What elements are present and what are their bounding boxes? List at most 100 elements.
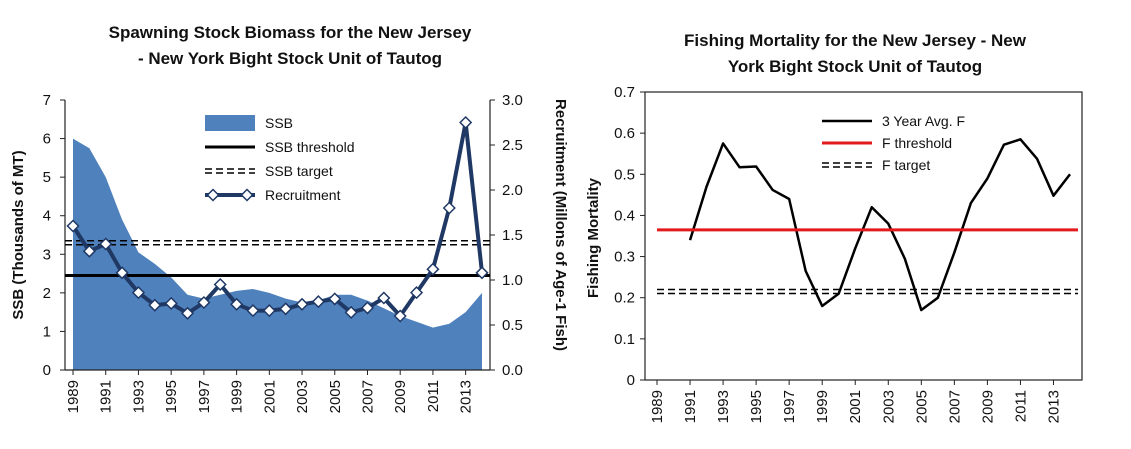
recruitment-point [197,295,211,310]
chart2-xtick-label: 1999 [814,390,831,423]
recruitment-point [360,301,375,315]
chart2-ytick-label: 0.1 [614,331,635,348]
chart2-xtick-label: 1989 [649,390,666,423]
chart2-xtick-label: 2001 [847,390,864,423]
chart1-xtick-label: 1997 [196,380,213,413]
chart1-xtick-label: 2013 [458,380,475,413]
chart2-legend: 3 Year Avg. F F threshold F target [822,113,965,173]
chart1-ytick-label: 2 [43,285,51,302]
legend-marker-recruitment [240,188,254,202]
chart1-xtick-label: 2007 [359,380,376,413]
recruitment-point [459,115,473,130]
recruitment-point [82,244,96,258]
chart2-xtick-label: 1991 [682,390,699,423]
chart2-xtick-label: 1997 [781,390,798,423]
chart1-ytick-label: 0 [43,362,51,379]
chart1-ytick-label: 3 [43,246,51,263]
chart2-ytick-label: 0.7 [614,84,635,101]
chart1-ytick-label: 1 [43,323,51,340]
chart2-ytick-label: 0.3 [614,249,635,266]
recruitment-point [442,201,456,215]
recruitment-point [344,305,358,319]
recruitment-point [475,266,489,280]
legend-label: SSB [265,115,293,131]
chart2-ytick-label: 0.2 [614,290,635,307]
chart1-y2tick-label: 1.0 [502,272,523,289]
chart2-ytick-label: 0.5 [614,166,635,183]
chart1-ytick-label: 4 [43,208,51,225]
recruitment-point [393,309,407,323]
chart2-xtick-label: 2009 [979,390,996,423]
recruitment-point [377,291,391,305]
chart1-ytick-label: 5 [43,169,51,186]
ssb-chart: Spawning Stock Biomass for the New Jerse… [10,23,569,413]
chart1-ylabel: SSB (Thousands of MT) [10,150,27,319]
legend-swatch-ssb [205,115,255,131]
chart1-plot-area: 0 1 2 3 4 5 6 7 0.0 0.5 1.0 1.5 2.0 2.5 3.0 1989 1991 199… [43,92,523,413]
chart1-y2tick-label: 0.5 [502,317,523,334]
legend-label: Recruitment [265,187,341,203]
chart2-ytick-label: 0.4 [614,207,635,224]
chart1-y2label: Recruitment (Millons of Age-1 Fish) [552,99,569,351]
chart1-xtick-label: 1993 [130,380,147,413]
chart1-xtick-label: 2011 [425,380,442,412]
legend-marker-recruitment [206,188,220,202]
recruitment-point [213,277,227,292]
legend-label: 3 Year Avg. F [882,113,965,129]
chart2-xtick-label: 2005 [913,390,930,423]
recruitment-point [246,304,260,318]
chart2-xtick-label: 2013 [1045,390,1062,423]
recruitment-point [180,306,195,320]
chart1-ytick-label: 7 [43,92,51,109]
chart1-ytick-label: 6 [43,131,51,148]
chart1-y2tick-label: 2.5 [502,137,523,154]
recruitment-point [426,262,440,276]
fishing-mortality-chart: Fishing Mortality for the New Jersey - N… [585,31,1083,423]
chart2-ytick-label: 0.6 [614,125,635,142]
recruitment-point [262,304,276,318]
chart2-ytick-label: 0 [627,372,635,389]
chart2-plot-area: 0 0.1 0.2 0.3 0.4 0.5 0.6 0.7 1989 1991 1993 1995 19… [614,84,1083,423]
recruitment-point [148,298,162,312]
recruitment-point [311,295,325,309]
chart1-xtick-label: 2003 [294,380,311,413]
recruitment-point [279,302,293,316]
chart1-y2tick-label: 2.0 [502,182,523,199]
chart1-y2tick-label: 0.0 [502,362,523,379]
chart2-plot-frame [644,91,1083,381]
chart2-xtick-label: 1995 [748,390,765,423]
legend-label: F threshold [882,135,952,151]
recruitment-point [409,286,424,300]
chart1-title-line2: - New York Bight Stock Unit of Tautog [138,49,442,68]
recruitment-point [328,292,342,306]
chart1-xtick-label: 1989 [65,380,82,413]
chart1-xtick-label: 2005 [327,380,344,413]
f-3yr-avg-line [688,138,1071,312]
chart2-title-line1: Fishing Mortality for the New Jersey - N… [684,31,1027,50]
chart1-y2tick-label: 1.5 [502,227,523,244]
recruitment-point [66,219,80,233]
chart1-xtick-label: 1995 [163,380,180,413]
recruitment-point [115,266,129,280]
recruitment-point [164,296,178,310]
ssb-area [73,138,482,370]
chart2-xtick-label: 2011 [1012,390,1029,422]
legend-label: SSB target [265,163,333,179]
recruitment-point [131,286,146,300]
recruitment-point [295,297,309,311]
chart1-title-line1: Spawning Stock Biomass for the New Jerse… [109,23,472,42]
legend-label: F target [882,157,930,173]
chart1-xtick-label: 2009 [392,380,409,413]
chart2-title-line2: York Bight Stock Unit of Tautog [728,57,982,76]
recruitment-point [99,237,113,251]
recruitment-point [230,297,244,311]
chart2-xtick-label: 2007 [946,390,963,423]
chart1-xtick-label: 2001 [261,380,278,413]
chart1-xtick-label: 1999 [229,380,246,413]
chart1-legend: SSB SSB threshold SSB target Recruitment [205,115,355,203]
chart2-xtick-label: 1993 [715,390,732,423]
chart2-ylabel: Fishing Mortality [585,177,602,298]
chart1-xtick-label: 1991 [98,380,115,413]
